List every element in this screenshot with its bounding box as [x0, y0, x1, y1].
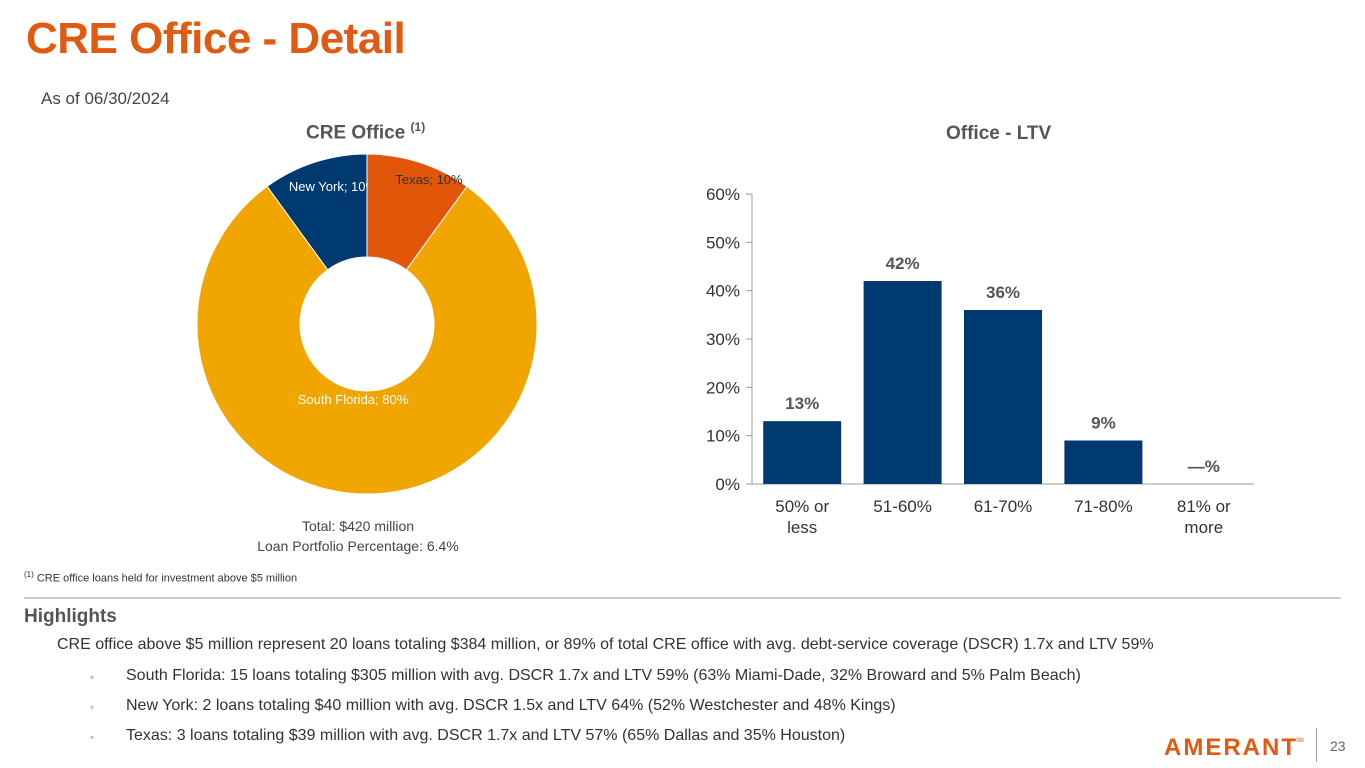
bar-chart-title: Office - LTV [946, 123, 1052, 144]
logo-service-mark: SM [1296, 738, 1304, 744]
bar-3 [1064, 440, 1143, 484]
highlight-bullet-texas: Texas: 3 loans totaling $39 million with… [126, 727, 846, 744]
footnote: (1) CRE office loans held for investment… [24, 570, 297, 585]
amerant-logo: AMERANT SM [1164, 734, 1304, 759]
cre-office-donut-chart: New York; 10% Texas; 10% South Florida; 80… [196, 153, 538, 495]
logo-wordmark: AMERANT [1164, 734, 1298, 759]
pie-slice-label: New York; 10% [289, 179, 378, 194]
pie-total-label: Total: $420 million [301, 518, 415, 534]
footnote-marker: (1) [24, 570, 34, 579]
bullet-marker: ◦ [90, 730, 95, 744]
y-tick-label: 60% [706, 185, 740, 204]
page-number: 23 [1330, 738, 1346, 754]
as-of-date: As of 06/30/2024 [41, 89, 170, 108]
x-category-label: more [1184, 518, 1223, 537]
pie-chart-title-text: CRE Office [306, 122, 406, 144]
bar-data-label: 13% [785, 394, 819, 413]
footnote-text: CRE office loans held for investment abo… [33, 572, 298, 585]
pie-slice-south-florida [196, 185, 538, 495]
pie-chart-title: CRE Office (1) [306, 120, 425, 144]
y-tick-label: 0% [715, 475, 740, 494]
bar-2 [964, 310, 1042, 484]
pie-slice-label: Texas; 10% [395, 172, 463, 187]
office-ltv-bar-chart: 0% 10% 20% 30% 40% 50% 60% 13% 50% or less 42% 51-6… [706, 185, 1254, 537]
logo-divider [1316, 728, 1317, 762]
bar-data-label: 9% [1091, 414, 1116, 433]
bar-1 [863, 281, 942, 484]
highlight-bullet-new-york: New York: 2 loans totaling $40 million w… [126, 697, 896, 714]
highlights-summary: CRE office above $5 million represent 20… [57, 636, 1154, 653]
y-tick-label: 50% [706, 233, 740, 252]
bar-0 [763, 421, 842, 484]
x-category-label: 50% or [775, 497, 829, 516]
y-tick-label: 40% [706, 282, 740, 301]
highlight-bullet-south-florida: South Florida: 15 loans totaling $305 mi… [126, 667, 1081, 684]
y-tick-label: 10% [706, 427, 740, 446]
highlights-title: Highlights [24, 606, 117, 627]
x-category-label: 61-70% [974, 497, 1033, 516]
pie-portfolio-percentage-label: Loan Portfolio Percentage: 6.4% [257, 538, 459, 554]
pie-chart-title-footnote-marker: (1) [410, 120, 426, 134]
bar-data-label: 36% [986, 283, 1020, 302]
bullet-marker: ◦ [90, 700, 95, 714]
section-divider [24, 597, 1341, 599]
x-category-label: less [787, 518, 817, 537]
y-tick-label: 20% [706, 378, 740, 397]
y-tick-label: 30% [706, 330, 740, 349]
bar-data-label: 42% [886, 254, 920, 273]
page-title: CRE Office - Detail [26, 14, 406, 63]
x-category-label: 81% or [1177, 497, 1231, 516]
bar-data-label: —% [1188, 457, 1220, 476]
x-category-label: 71-80% [1074, 497, 1133, 516]
pie-slice-label: South Florida; 80% [298, 392, 409, 407]
x-category-label: 51-60% [873, 497, 932, 516]
bullet-marker: ◦ [90, 670, 95, 684]
